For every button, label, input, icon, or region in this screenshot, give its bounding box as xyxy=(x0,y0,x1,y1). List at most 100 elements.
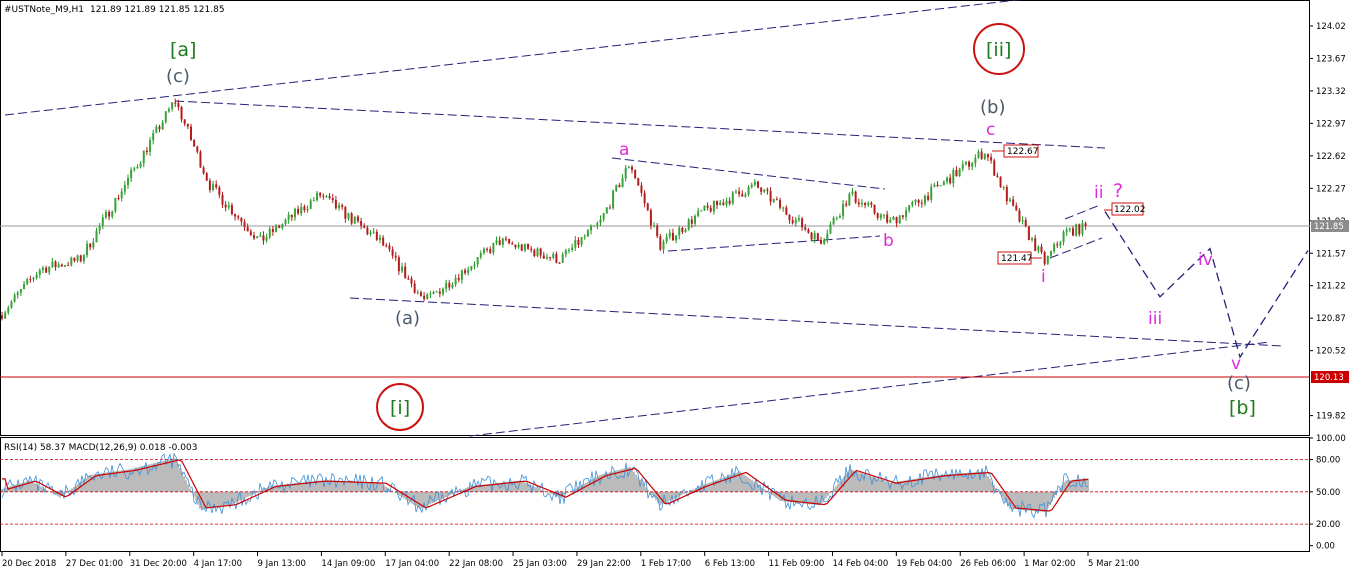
macd-bar xyxy=(577,487,579,492)
indicator-tick-label: 100.00 xyxy=(1316,434,1346,444)
candle-body xyxy=(536,248,539,257)
candle-body xyxy=(870,202,873,205)
price-tick-label: 122.27 xyxy=(1316,184,1346,194)
macd-bar xyxy=(947,474,949,492)
candle-body xyxy=(848,193,851,206)
candle-body xyxy=(775,199,778,201)
candle-body xyxy=(338,205,341,209)
candle-body xyxy=(930,186,933,200)
macd-bar xyxy=(263,489,265,492)
macd-bar xyxy=(439,491,441,500)
time-tick-label: 4 Jan 17:00 xyxy=(194,559,242,569)
macd-bar xyxy=(727,475,729,492)
macd-bar xyxy=(3,488,5,492)
macd-bar xyxy=(179,468,181,492)
wave-label-a-major: [a] xyxy=(170,39,196,61)
candle-body xyxy=(763,189,766,192)
macd-bar xyxy=(563,491,565,496)
macd-bar xyxy=(793,491,795,503)
candle-body xyxy=(583,236,586,238)
macd-bar xyxy=(847,471,849,492)
candle-body xyxy=(353,216,356,224)
candle-body xyxy=(391,249,394,256)
macd-bar xyxy=(401,491,403,498)
macd-bar xyxy=(343,481,345,492)
macd-bar xyxy=(1039,491,1041,512)
time-tick-label: 27 Dec 01:00 xyxy=(66,559,123,569)
macd-bar xyxy=(919,478,921,492)
candle-body xyxy=(779,199,782,208)
macd-bar xyxy=(605,473,607,492)
macd-bar xyxy=(941,474,943,492)
candles xyxy=(1,98,1087,321)
candle-body xyxy=(712,200,715,212)
macd-bar xyxy=(497,482,499,492)
macd-bar xyxy=(535,487,537,492)
candle-body xyxy=(256,236,259,239)
candle-body xyxy=(725,200,728,205)
macd-bar xyxy=(315,480,317,492)
macd-bar xyxy=(409,491,411,503)
macd-bar xyxy=(833,488,835,492)
macd-bar xyxy=(127,469,129,492)
candle-body xyxy=(527,244,530,249)
macd-bar xyxy=(435,491,437,502)
macd-bar xyxy=(615,470,617,492)
macd-bar xyxy=(119,470,121,492)
price-tick-label: 121.22 xyxy=(1316,282,1346,292)
macd-bar xyxy=(171,458,173,492)
macd-bar xyxy=(475,485,477,492)
candle-body xyxy=(1084,223,1087,227)
candle-body xyxy=(1021,220,1024,222)
candle-body xyxy=(180,107,183,120)
macd-bar xyxy=(51,491,53,493)
macd-bar xyxy=(855,471,857,492)
candle-body xyxy=(230,205,233,215)
macd-bar xyxy=(165,460,167,492)
candle-body xyxy=(445,282,448,289)
candle-body xyxy=(760,187,763,192)
macd-bar xyxy=(635,474,637,492)
candle-body xyxy=(205,173,208,181)
macd-bar xyxy=(41,487,43,492)
macd-bar xyxy=(347,481,349,492)
macd-bar xyxy=(61,491,63,496)
macd-bar xyxy=(595,477,597,492)
macd-bar xyxy=(591,479,593,492)
macd-bar xyxy=(663,491,665,504)
macd-bar xyxy=(1065,480,1067,492)
candle-body xyxy=(643,192,646,204)
macd-bar xyxy=(379,482,381,492)
time-tick-label: 9 Jan 13:00 xyxy=(258,559,306,569)
candle-body xyxy=(864,203,867,206)
macd-bar xyxy=(331,480,333,492)
macd-bar xyxy=(345,481,347,492)
indicator-pane xyxy=(0,452,1309,525)
indicator-tick-label: 0.00 xyxy=(1316,542,1335,552)
macd-bar xyxy=(1015,491,1017,510)
candle-body xyxy=(498,240,501,245)
candle-body xyxy=(549,257,552,259)
macd-bar xyxy=(825,491,827,499)
macd-bar xyxy=(225,491,227,506)
candle-body xyxy=(552,253,555,258)
macd-bar xyxy=(929,476,931,492)
wave-label-ii-magenta: ii xyxy=(1094,183,1103,203)
candle-body xyxy=(993,160,996,176)
macd-bar xyxy=(651,491,653,496)
candle-body xyxy=(568,250,570,252)
symbol-title: #USTNote_M9,H1 xyxy=(4,5,84,15)
macd-bar xyxy=(693,489,695,492)
candle-body xyxy=(243,221,246,227)
macd-bar xyxy=(603,473,605,492)
macd-bar xyxy=(729,475,731,492)
time-tick-label: 14 Feb 04:00 xyxy=(832,559,888,569)
macd-bar xyxy=(371,482,373,492)
candle-body xyxy=(835,217,838,219)
macd-bar xyxy=(117,470,119,492)
macd-bar xyxy=(943,474,945,492)
macd-bar xyxy=(789,491,791,502)
macd-bar xyxy=(65,491,67,493)
macd-bar xyxy=(183,476,185,492)
macd-bar xyxy=(813,491,815,505)
